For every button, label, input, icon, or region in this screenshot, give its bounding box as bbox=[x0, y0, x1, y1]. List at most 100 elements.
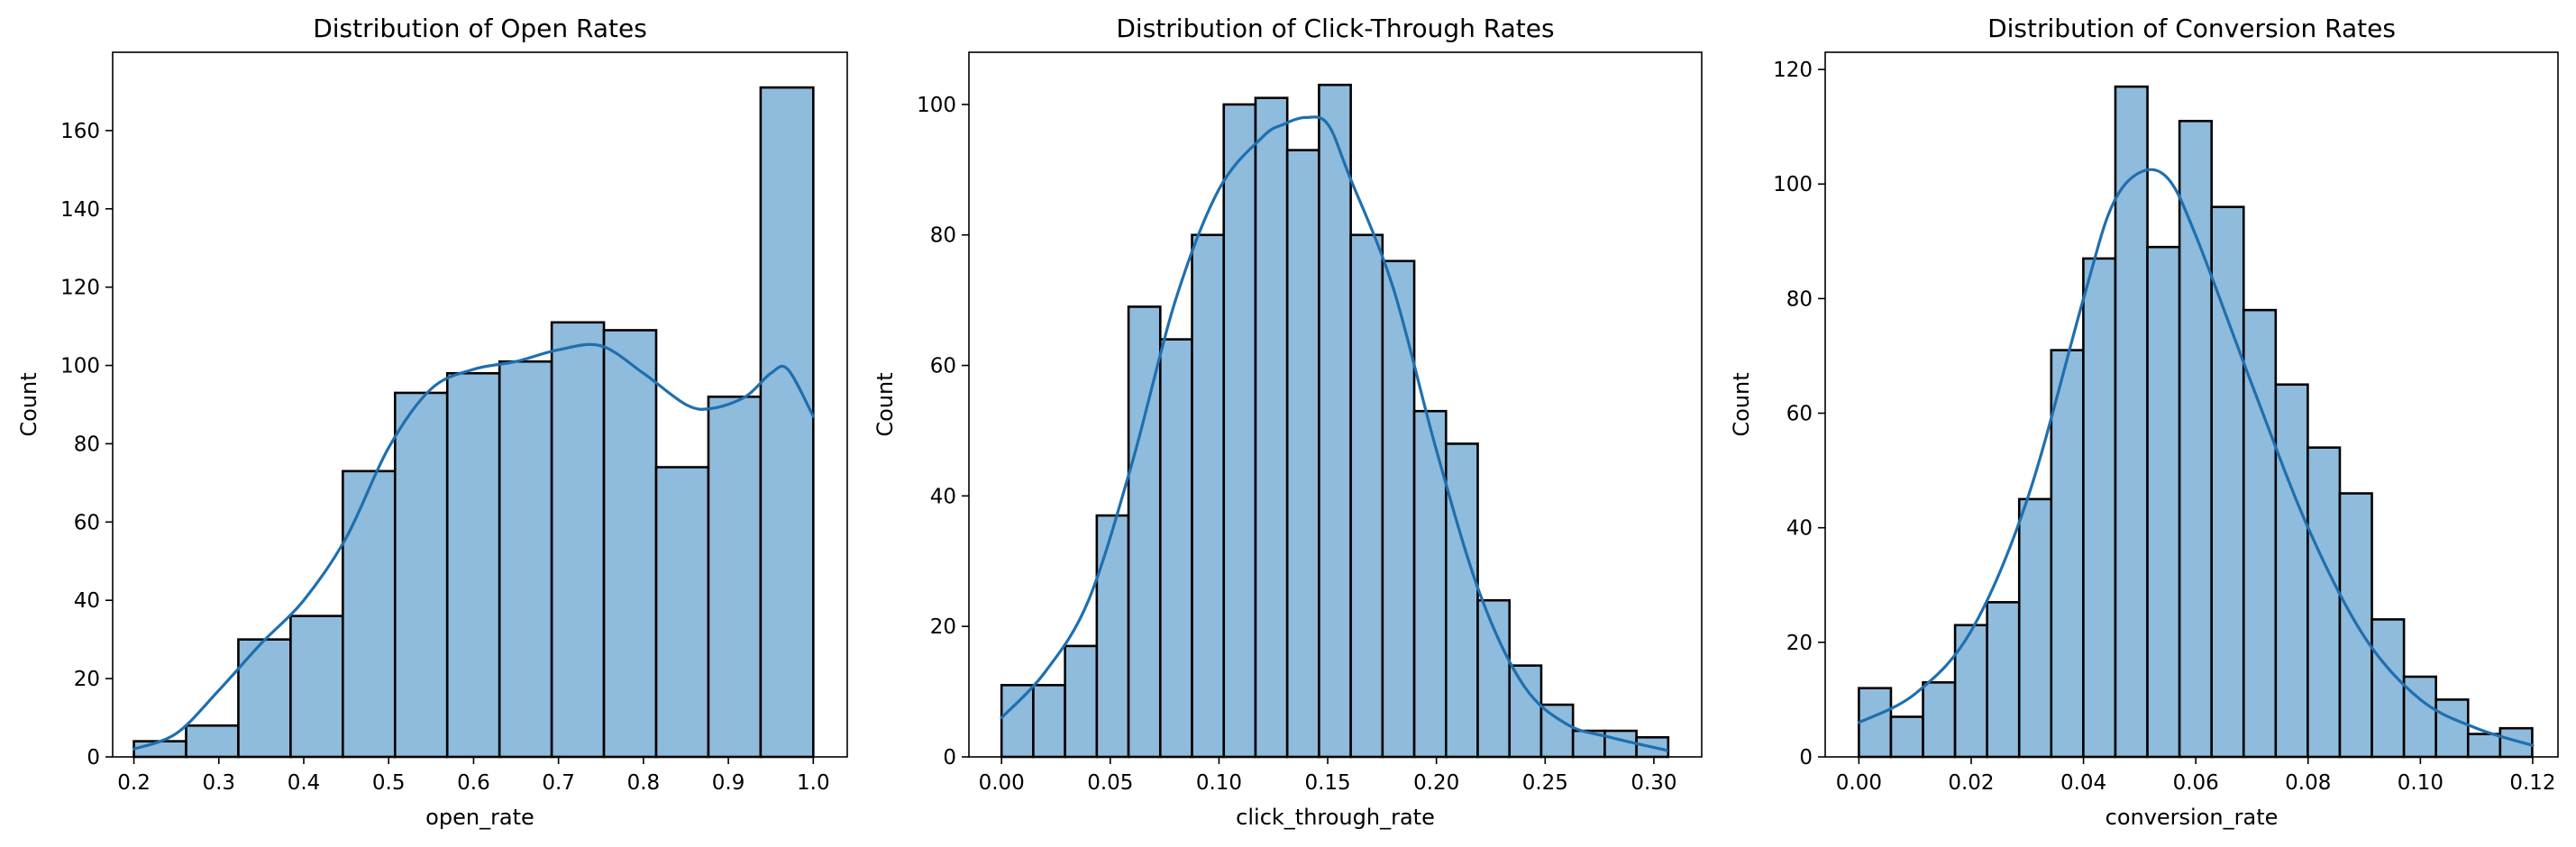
histogram-bar bbox=[498, 360, 553, 759]
histogram-bar bbox=[445, 371, 501, 759]
x-tick-label: 0.12 bbox=[2509, 771, 2555, 795]
x-tick-label: 0.5 bbox=[372, 771, 406, 795]
chart-title: Distribution of Open Rates bbox=[313, 14, 647, 43]
y-tick-label: 100 bbox=[1773, 173, 1813, 196]
kde-line bbox=[132, 342, 815, 751]
open-rate-histogram: Distribution of Open Rates open_rate Cou… bbox=[16, 14, 848, 830]
bars bbox=[132, 86, 815, 759]
x-tick-label: 0.7 bbox=[542, 771, 575, 795]
histogram-bar bbox=[237, 638, 292, 759]
histogram-bar bbox=[1158, 338, 1193, 759]
histogram-bar bbox=[2050, 349, 2085, 759]
histogram-bar bbox=[1222, 103, 1257, 759]
y-tick-label: 40 bbox=[1786, 517, 1813, 541]
histogram-bar bbox=[2114, 85, 2149, 759]
histogram-bar bbox=[2498, 726, 2534, 759]
histogram-bar bbox=[289, 615, 344, 759]
y-tick-label: 20 bbox=[74, 668, 100, 691]
histogram-bar bbox=[1508, 664, 1543, 759]
histogram-bar bbox=[2017, 497, 2053, 759]
plot-frame bbox=[1824, 51, 2559, 758]
histogram-bar bbox=[759, 86, 815, 759]
x-tick-label: 0.20 bbox=[1413, 771, 1459, 795]
conversion-rate-histogram: Distribution of Conversion Rates convers… bbox=[1729, 14, 2559, 830]
histogram-bar bbox=[2082, 257, 2117, 759]
histogram-bar bbox=[132, 740, 187, 759]
x-tick-label: 0.25 bbox=[1522, 771, 1568, 795]
histogram-bar bbox=[185, 724, 240, 759]
x-tick-label: 0.3 bbox=[202, 771, 235, 795]
histogram-bar bbox=[1889, 715, 1924, 759]
histogram-bar bbox=[1254, 96, 1289, 759]
x-tick-label: 0.02 bbox=[1948, 771, 1994, 795]
chart-title: Distribution of Conversion Rates bbox=[1987, 14, 2396, 43]
y-tick-label: 40 bbox=[930, 485, 956, 508]
histogram-bar bbox=[1858, 687, 1893, 759]
histogram-bar bbox=[1922, 681, 1957, 759]
y-tick-label: 120 bbox=[60, 277, 100, 300]
plot-frame bbox=[112, 51, 848, 758]
histogram-bar bbox=[2146, 245, 2181, 759]
histogram-bar bbox=[1318, 83, 1352, 759]
histogram-bar bbox=[1349, 233, 1384, 759]
histogram-bar bbox=[1285, 149, 1320, 759]
x-axis-label: open_rate bbox=[425, 805, 534, 830]
histogram-bar bbox=[602, 329, 658, 759]
y-tick-label: 100 bbox=[60, 355, 100, 378]
y-tick-label: 20 bbox=[1786, 632, 1813, 655]
x-tick-label: 0.10 bbox=[1196, 771, 1242, 795]
x-tick-label: 0.15 bbox=[1304, 771, 1350, 795]
y-tick-label: 140 bbox=[60, 198, 100, 222]
x-axis-label: conversion_rate bbox=[2106, 805, 2279, 830]
histogram-bar bbox=[2434, 698, 2470, 759]
x-tick-label: 0.08 bbox=[2285, 771, 2331, 795]
x-tick-label: 0.00 bbox=[1836, 771, 1882, 795]
y-axis-label: Count bbox=[872, 372, 898, 436]
histogram-bar bbox=[550, 321, 606, 759]
histogram-bar bbox=[393, 391, 449, 759]
histogram-bar bbox=[1953, 624, 1988, 759]
y-tick-label: 80 bbox=[1786, 287, 1813, 311]
histogram-bar bbox=[707, 396, 763, 759]
y-axis-label: Count bbox=[1729, 372, 1754, 436]
y-tick-label: 0 bbox=[1799, 746, 1813, 770]
x-tick-label: 0.05 bbox=[1087, 771, 1133, 795]
histogram-bar bbox=[2466, 733, 2502, 759]
histogram-bar bbox=[342, 469, 397, 759]
bars bbox=[1000, 83, 1670, 759]
x-tick-label: 0.06 bbox=[2173, 771, 2219, 795]
y-axis-label: Count bbox=[16, 372, 41, 436]
y-tick-label: 80 bbox=[930, 224, 956, 248]
histogram-bar bbox=[1191, 233, 1226, 759]
x-tick-label: 0.8 bbox=[627, 771, 661, 795]
x-tick-label: 0.30 bbox=[1631, 771, 1676, 795]
y-tick-label: 40 bbox=[74, 589, 100, 613]
y-tick-label: 60 bbox=[1786, 403, 1813, 426]
plot-frame bbox=[968, 51, 1703, 758]
chart-title: Distribution of Click-Through Rates bbox=[1116, 14, 1554, 43]
bars bbox=[1858, 85, 2534, 759]
histogram-bar bbox=[1032, 684, 1066, 759]
y-tick-label: 0 bbox=[943, 746, 956, 770]
histogram-bar bbox=[1000, 684, 1035, 759]
click-through-rate-histogram: Distribution of Click-Through Rates clic… bbox=[872, 14, 1703, 830]
y-tick-label: 60 bbox=[930, 355, 956, 378]
histogram-bar bbox=[1064, 644, 1099, 759]
x-tick-label: 0.04 bbox=[2060, 771, 2106, 795]
histogram-bar bbox=[2370, 618, 2406, 759]
y-tick-label: 160 bbox=[60, 120, 100, 143]
y-tick-label: 60 bbox=[74, 511, 100, 534]
histogram-bar bbox=[1095, 514, 1130, 759]
kde-line bbox=[1000, 115, 1668, 752]
histogram-bar bbox=[2178, 119, 2213, 759]
histogram-bar bbox=[1539, 703, 1575, 759]
histogram-bar bbox=[654, 466, 710, 759]
histogram-bar bbox=[1381, 260, 1416, 759]
x-tick-label: 0.2 bbox=[117, 771, 151, 795]
y-tick-label: 0 bbox=[87, 746, 100, 770]
histogram-bar bbox=[1444, 442, 1479, 759]
x-tick-label: 1.0 bbox=[797, 771, 830, 795]
histogram-bar bbox=[1476, 598, 1512, 759]
histogram-bar bbox=[2274, 383, 2309, 759]
